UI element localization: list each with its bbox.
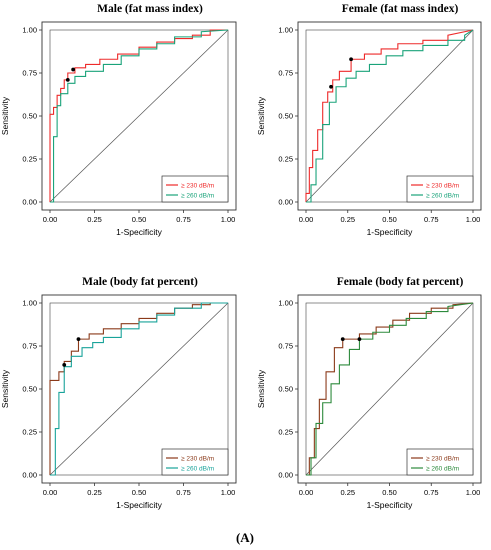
figure-label: (A) [236,530,254,545]
cutoff-point [76,337,81,342]
reference-diagonal [49,29,229,203]
legend-entry: ≥ 260 dB/m [426,465,459,472]
roc-curve-series-2 [50,29,229,203]
x-tick-label: 0.00 [43,488,58,497]
y-tick-label: 1.00 [278,26,293,35]
y-tick-label: 0.75 [278,342,293,351]
legend-entry: ≥ 260 dB/m [181,465,214,472]
y-tick-label: 1.00 [22,26,37,35]
cutoff-point [329,84,333,89]
legend-box [161,175,229,203]
legend-entry: ≥ 230 dB/m [181,182,214,189]
chart-panel-1: Male (fat mass index) 0.00 0.00 0.25 0.25 0.5… [0,3,237,237]
legend-box [406,175,474,203]
y-tick-label: 0.25 [278,428,293,437]
x-axis-label: 1-Specificity [116,500,163,510]
legend-entry: ≥ 230 dB/m [426,455,459,462]
x-tick-label: 0.75 [424,488,439,497]
x-tick-label: 0.25 [340,488,355,497]
x-tick-label: 0.50 [382,488,397,497]
cutoff-point [62,363,67,367]
x-axis-label: 1-Specificity [367,500,414,510]
y-tick-label: 0.25 [22,428,37,437]
chart-panel-2: Female (fat mass index) 0.00 0.00 0.25 0.25 0… [256,3,482,237]
y-tick-label: 0.00 [278,198,293,207]
y-tick-label: 0.75 [278,69,293,78]
y-tick-label: 1.00 [278,299,293,308]
chart-title: Female (body fat percent) [337,276,464,288]
legend-box [161,448,229,476]
y-tick-label: 0.25 [22,155,37,164]
roc-curve-series-1 [305,29,474,202]
y-tick-label: 0.50 [278,112,293,121]
y-tick-label: 0.00 [22,471,37,480]
x-axis-label: 1-Specificity [116,227,163,237]
chart-panel-4: Female (body fat percent) 0.00 0.00 0.25 0.2… [256,276,482,510]
chart-panel-3: Male (body fat percent) 0.00 0.00 0.25 0.25 0… [0,276,237,510]
cutoff-point [65,77,70,82]
reference-diagonal [305,29,474,203]
x-tick-label: 1.00 [466,488,481,497]
y-axis-label: Sensitivity [0,369,10,408]
reference-diagonal [305,302,474,476]
y-tick-label: 0.50 [278,385,293,394]
x-tick-label: 0.50 [132,215,147,224]
roc-curve-series-1 [306,302,474,476]
x-tick-label: 1.00 [466,215,481,224]
cutoff-point [349,57,353,62]
x-tick-label: 0.50 [132,488,147,497]
unit-square [305,29,474,203]
unit-square [305,302,474,476]
x-tick-label: 1.00 [221,488,236,497]
x-tick-label: 0.50 [382,215,397,224]
roc-curve-series-2 [306,29,474,203]
x-tick-label: 0.75 [424,215,439,224]
y-tick-label: 1.00 [22,299,37,308]
y-tick-label: 0.50 [22,112,37,121]
legend-entry: ≥ 230 dB/m [426,182,459,189]
y-tick-label: 0.75 [22,342,37,351]
chart-title: Male (fat mass index) [97,3,203,15]
cutoff-point [340,337,345,342]
y-tick-label: 0.75 [22,69,37,78]
x-tick-label: 0.75 [176,215,191,224]
legend-entry: ≥ 260 dB/m [426,192,459,199]
y-tick-label: 0.00 [22,198,37,207]
x-tick-label: 0.25 [340,215,355,224]
x-tick-label: 0.25 [87,215,102,224]
x-tick-label: 1.00 [221,215,236,224]
reference-diagonal [49,302,229,476]
y-tick-label: 0.25 [278,155,293,164]
y-tick-label: 0.50 [22,385,37,394]
x-axis-label: 1-Specificity [367,227,414,237]
y-axis-label: Sensitivity [256,369,266,408]
cutoff-point [357,337,362,342]
chart-title: Female (fat mass index) [342,3,459,15]
y-axis-label: Sensitivity [256,96,266,135]
roc-curve-series-2 [306,302,474,476]
x-tick-label: 0.00 [299,488,314,497]
roc-curve-series-2 [50,302,228,476]
y-tick-label: 0.00 [278,471,293,480]
x-tick-label: 0.25 [87,488,102,497]
chart-title: Male (body fat percent) [82,276,198,288]
x-tick-label: 0.75 [176,488,191,497]
x-tick-label: 0.00 [43,215,58,224]
legend-entry: ≥ 260 dB/m [181,192,214,199]
x-tick-label: 0.00 [299,215,314,224]
legend-box [406,448,474,476]
y-axis-label: Sensitivity [0,96,10,135]
cutoff-point [71,67,76,72]
legend-entry: ≥ 230 dB/m [181,455,214,462]
